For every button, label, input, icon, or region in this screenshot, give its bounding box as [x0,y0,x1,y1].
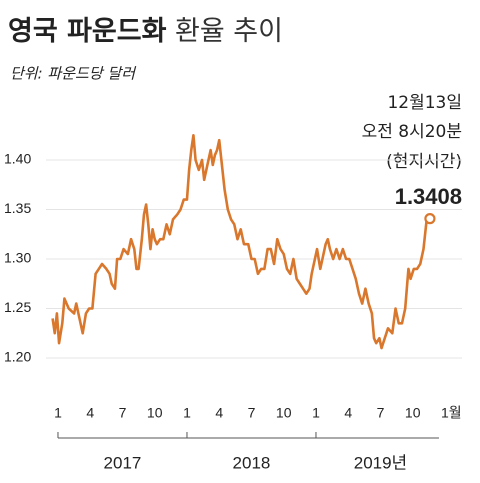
x-tick-label: 4 [86,405,94,421]
x-tick-label: 4 [344,405,352,421]
x-tick-label: 10 [147,405,163,421]
annotation: (현지시간) [386,152,462,172]
data-line [51,133,431,350]
end-marker [424,213,436,225]
y-tick-label: 1.25 [4,299,31,315]
annotation: 12월13일 [387,93,462,113]
x-tick-label: 1월 [441,405,462,421]
annotation: 오전 8시20분 [362,122,462,142]
x-tick-label: 1 [312,405,320,421]
unit-note: 단위: 파운드당 달러 [10,65,136,83]
y-tick-label: 1.35 [4,200,31,216]
x-tick-label: 10 [276,405,292,421]
title-bold: 영국 파운드화 [8,16,167,47]
chart-title: 영국 파운드화 환율 추이 [8,16,283,47]
year-label: 2018 [233,453,271,472]
value-label: 1.3408 [395,184,462,209]
year-label: 2019년 [354,453,407,472]
x-tick-label: 10 [405,405,421,421]
x-tick-label: 4 [215,405,223,421]
y-tick-label: 1.40 [4,151,31,167]
y-tick-label: 1.20 [4,349,31,365]
year-label: 2017 [104,453,142,472]
x-tick-label: 1 [183,405,191,421]
title-light: 환율 추이 [175,16,283,47]
x-tick-label: 1 [54,405,62,421]
y-tick-label: 1.30 [4,250,31,266]
x-tick-label: 7 [248,405,256,421]
x-tick-label: 7 [377,405,385,421]
x-tick-label: 7 [119,405,127,421]
